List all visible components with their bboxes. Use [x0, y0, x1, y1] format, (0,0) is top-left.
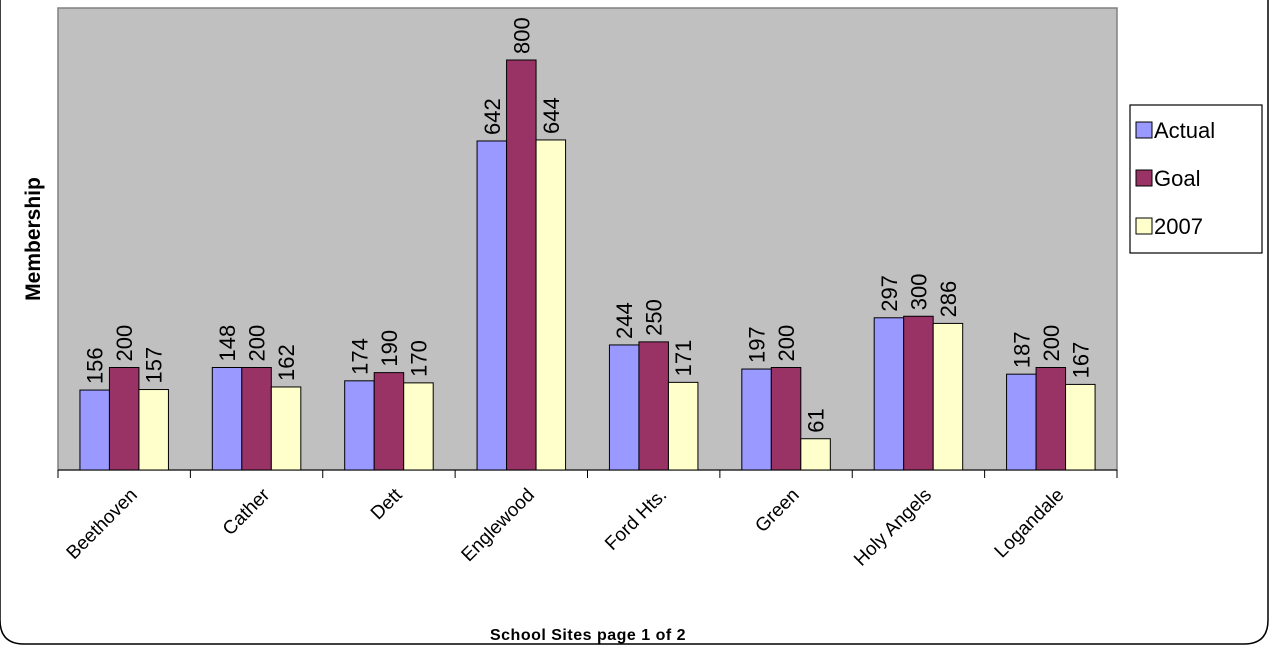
legend-swatch	[1135, 217, 1153, 235]
data-label: 644	[539, 97, 564, 134]
bar-actual-englewood	[476, 140, 508, 471]
bar-goal-cather	[241, 367, 272, 471]
data-label: 157	[142, 347, 167, 384]
bar-goal-beethoven	[108, 367, 140, 471]
legend-swatch	[1135, 169, 1153, 187]
data-label: 174	[347, 338, 372, 375]
x-axis-title: School Sites page 1 of 2	[490, 627, 686, 644]
legend-label: Actual	[1154, 118, 1215, 143]
bar-actual-ford-hts-	[608, 344, 640, 471]
bar-actual-logandale	[1006, 373, 1037, 471]
bar-2007-logandale	[1065, 383, 1096, 471]
category-label: Cather	[219, 484, 275, 540]
y-axis-title: Membership	[22, 177, 45, 301]
category-label: Ford Hts.	[601, 485, 671, 555]
bars-layer	[79, 59, 1096, 471]
legend-items: Actual Goal 2007	[1135, 118, 1215, 239]
legend-label: 2007	[1154, 214, 1203, 239]
data-label: 200	[1039, 325, 1064, 362]
x-axis-ticks	[57, 470, 1118, 478]
data-label: 642	[480, 98, 505, 135]
data-label: 170	[406, 340, 431, 377]
bar-2007-cather	[270, 386, 302, 471]
bar-actual-cather	[211, 367, 243, 471]
category-label: Holy Angels	[850, 485, 936, 571]
data-label: 200	[774, 325, 799, 362]
data-label: 250	[642, 299, 667, 336]
category-label: Dett	[367, 484, 407, 524]
bar-2007-englewood	[535, 139, 567, 471]
data-label: 297	[877, 275, 902, 312]
data-label: 200	[245, 325, 270, 362]
data-label: 286	[936, 281, 961, 318]
data-label: 156	[83, 347, 108, 384]
bar-goal-ford-hts-	[638, 341, 669, 471]
data-label: 61	[804, 408, 829, 432]
data-label: 244	[612, 302, 637, 339]
bar-actual-dett	[344, 380, 375, 471]
data-label: 148	[215, 325, 240, 362]
data-label: 171	[671, 340, 696, 377]
data-label: 197	[745, 326, 770, 363]
data-label: 167	[1068, 342, 1093, 379]
data-label: 200	[112, 325, 137, 362]
category-label: Beethoven	[63, 485, 142, 564]
data-label: 187	[1009, 331, 1034, 368]
bar-2007-dett	[403, 382, 434, 471]
data-label: 800	[509, 17, 534, 54]
bar-2007-holy-angels	[932, 322, 964, 471]
bar-goal-logandale	[1035, 367, 1067, 471]
bar-goal-dett	[373, 372, 405, 471]
category-label: Green	[751, 485, 803, 537]
data-label: 162	[274, 344, 299, 381]
bar-2007-green	[800, 438, 831, 471]
bar-goal-englewood	[506, 59, 537, 471]
bar-actual-beethoven	[79, 389, 110, 471]
data-label: 300	[906, 274, 931, 311]
bar-actual-green	[741, 368, 772, 471]
category-label: Logandale	[991, 485, 1069, 563]
bar-actual-holy-angels	[873, 317, 905, 471]
data-label: 190	[377, 330, 402, 367]
bar-2007-beethoven	[138, 389, 169, 471]
legend-swatch	[1135, 121, 1153, 139]
bar-goal-green	[770, 367, 802, 471]
bar-2007-ford-hts-	[667, 381, 699, 471]
category-label: Englewood	[458, 485, 539, 566]
legend: Actual Goal 2007	[1129, 104, 1263, 254]
legend-label: Goal	[1154, 166, 1200, 191]
bar-goal-holy-angels	[903, 315, 934, 471]
category-labels-layer: Beethoven Cather Dett Englewood Ford Hts. Gre…	[63, 484, 1069, 570]
